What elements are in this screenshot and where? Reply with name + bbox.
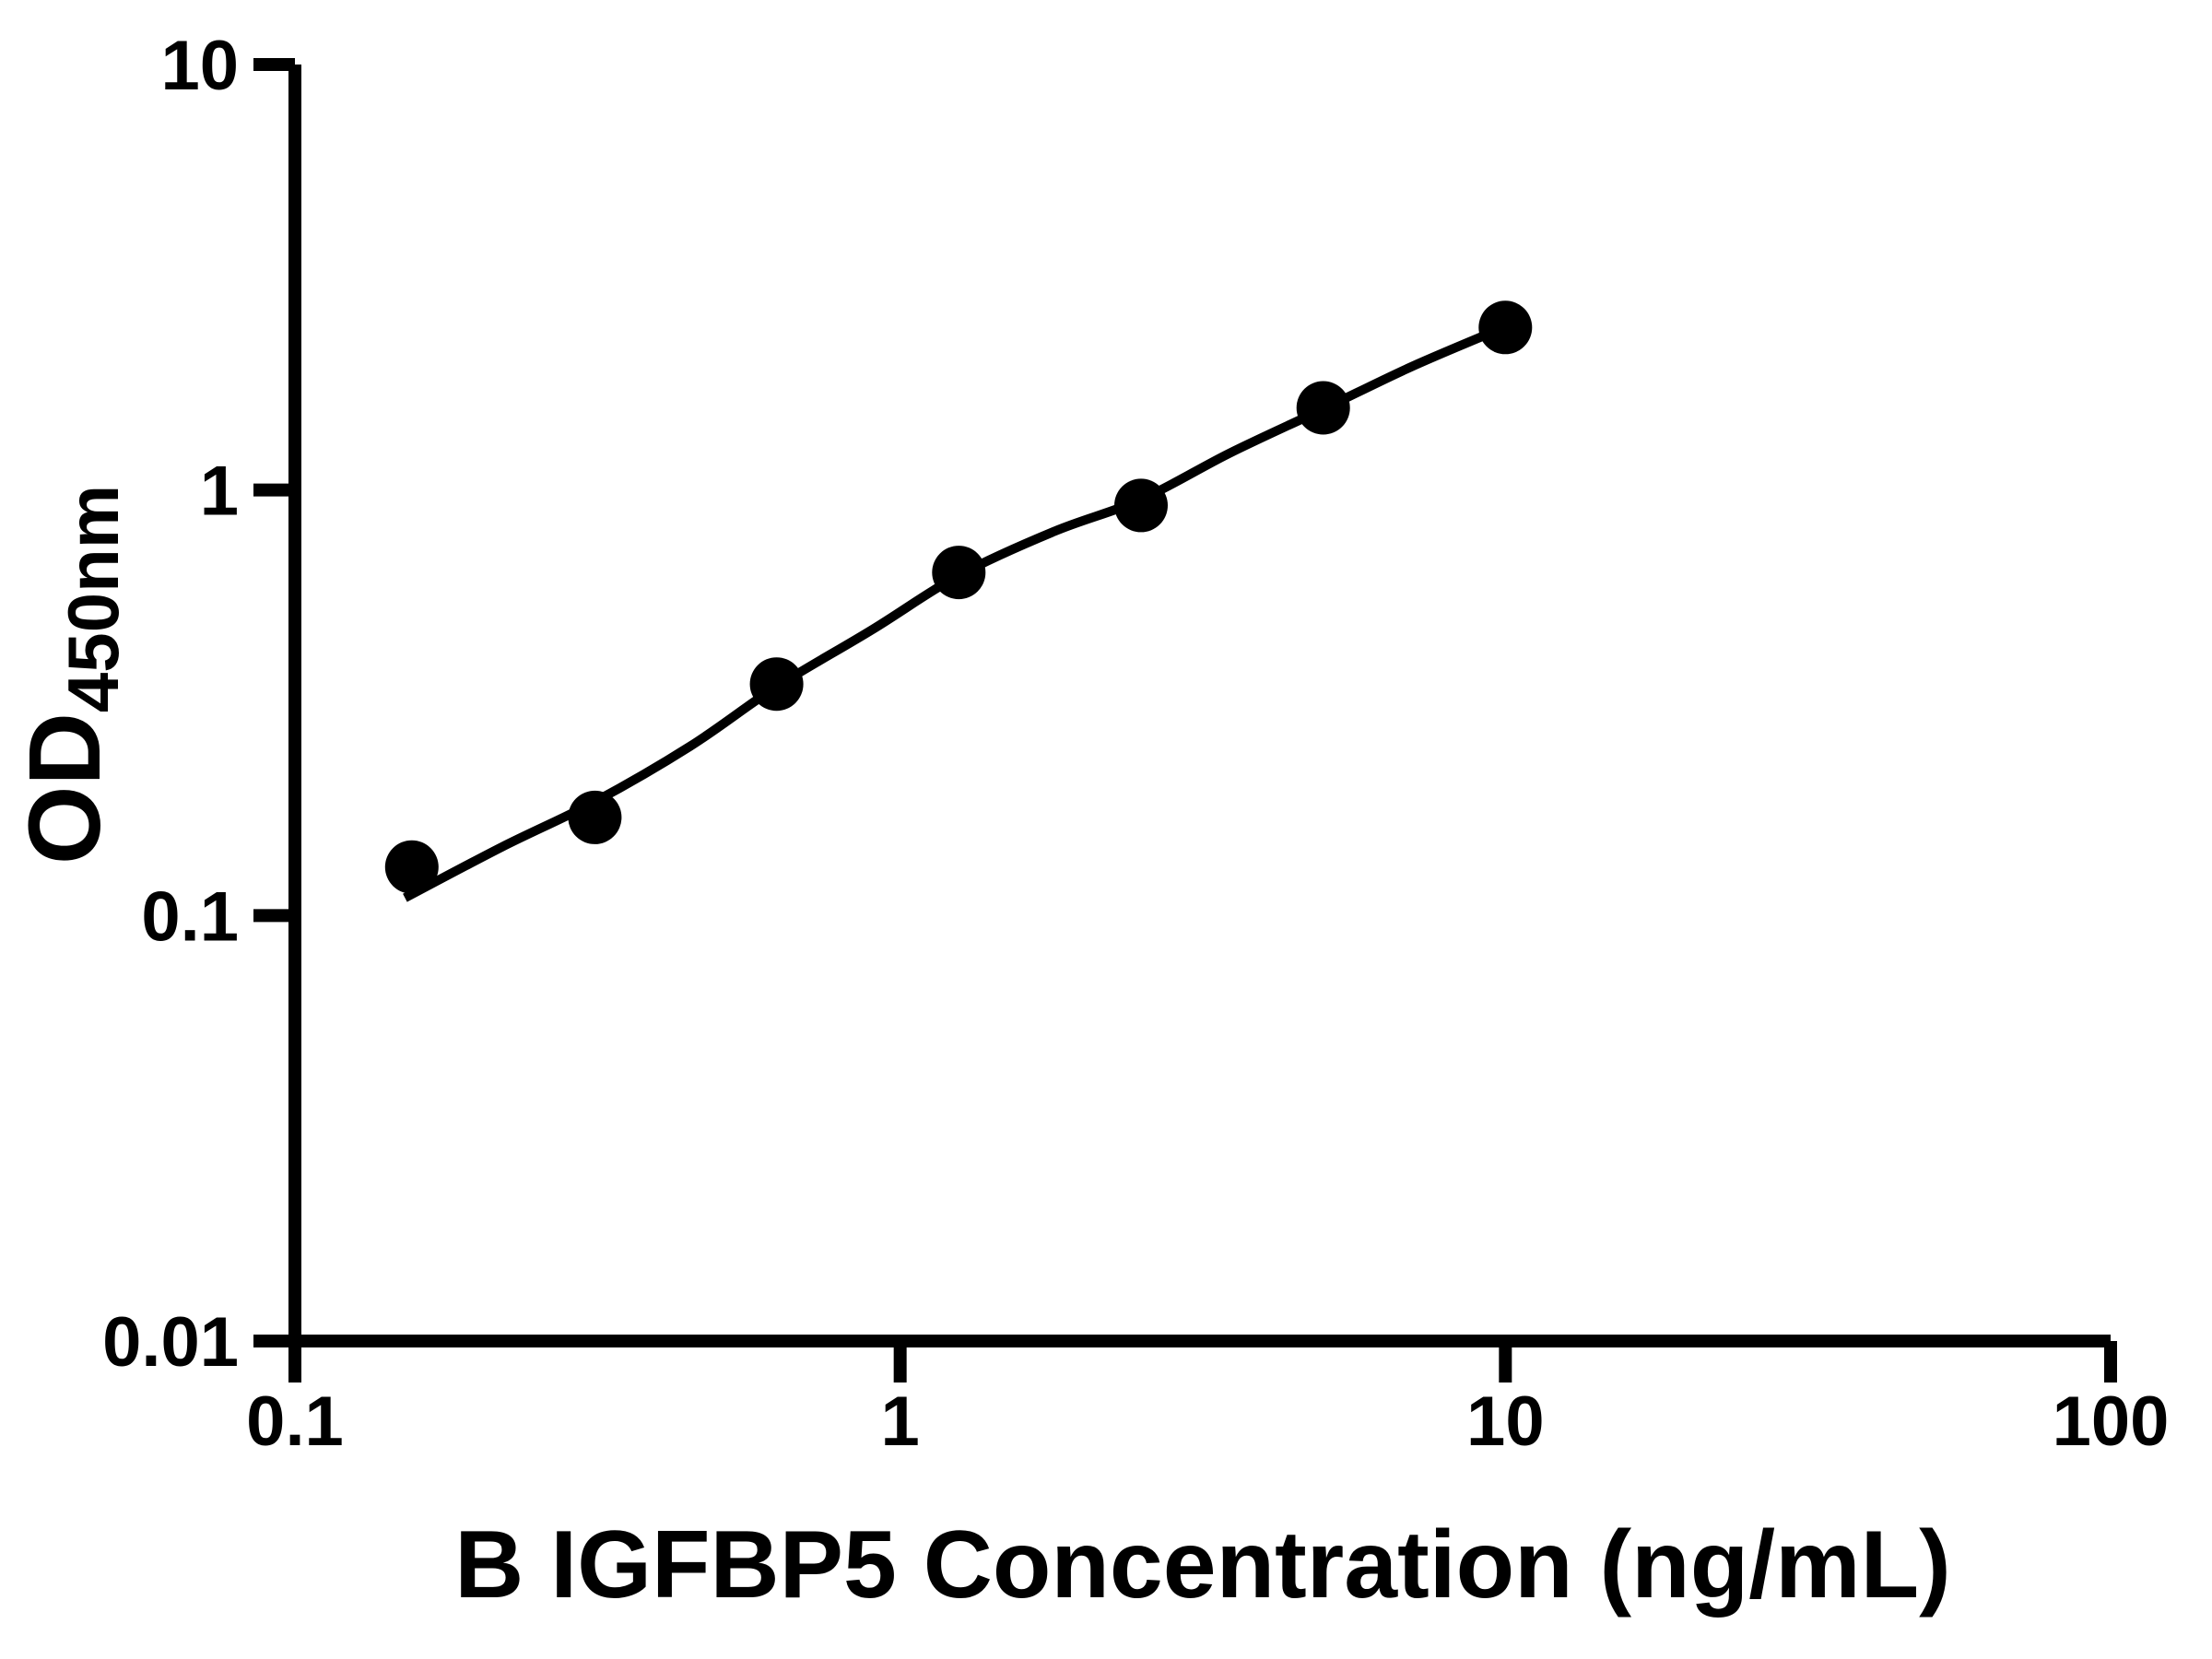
data-point [1296, 381, 1350, 435]
data-point [749, 657, 804, 712]
y-axis-title-main: OD [8, 712, 122, 865]
x-tick-label: 1 [881, 1382, 920, 1461]
y-tick-label: 0.1 [141, 877, 239, 956]
y-axis-title: OD450nm [8, 485, 134, 865]
data-point [1478, 300, 1533, 355]
x-tick-label: 10 [1466, 1382, 1545, 1461]
data-point [568, 790, 622, 844]
data-point [1114, 478, 1168, 533]
data-point [932, 546, 986, 600]
y-tick-label: 1 [200, 453, 239, 531]
y-tick-label: 0.01 [102, 1303, 239, 1382]
axes-spine [288, 65, 2111, 1347]
x-axis-title: B IGFBP5 Concentration (ng/mL) [454, 1512, 1951, 1618]
data-point [384, 840, 439, 894]
y-tick-label: 10 [160, 27, 239, 105]
y-axis-title-subscript: 450nm [53, 484, 134, 713]
x-tick-label: 0.1 [246, 1382, 344, 1461]
x-tick-label: 100 [2053, 1382, 2170, 1461]
